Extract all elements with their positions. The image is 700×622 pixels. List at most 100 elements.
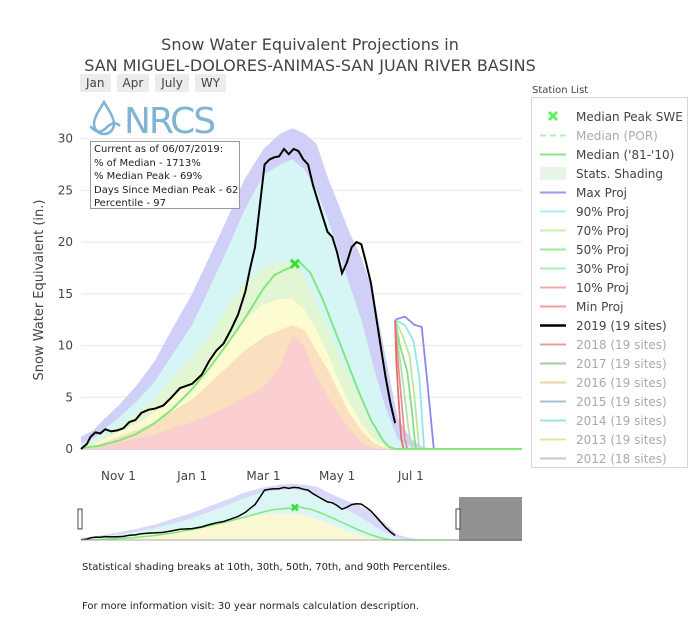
projection-p50-line [394,319,417,450]
nav-wy2019-line [80,486,396,541]
nav-mask [459,497,522,541]
median-peak-marker [289,258,300,269]
current-info-box: Current as of 06/07/2019: % of Median - … [90,141,240,209]
legend-symbol [540,305,566,308]
legend-item[interactable]: 30% Proj [538,259,629,278]
logo-text: NRCS [124,101,214,140]
y-tick-label: 30 [58,132,73,146]
legend-item-label: Max Proj [576,185,627,200]
legend-item[interactable]: Median ('81-'10) [538,145,674,164]
legend-symbol [540,286,566,289]
nav-handle-left[interactable] [77,508,83,530]
legend-item-label: 70% Proj [576,223,629,238]
legend-marker-x [547,110,559,122]
range-button-apr[interactable]: Apr [116,74,150,92]
projection-min-line [394,319,405,450]
y-tick-label: 15 [58,287,73,301]
nav-median-line [80,506,522,541]
nav-band-p50 [81,513,522,540]
legend-item[interactable]: 2018 (19 sites) [538,335,667,354]
legend-item-label: 2017 (19 sites) [576,356,667,371]
legend: Median Peak SWE Median (POR) Median ('81-'… [531,97,688,468]
x-tick-label: Jan 1 [176,469,207,483]
projection-p10-line [394,319,409,450]
legend-title: Station List [532,85,589,96]
range-button-jan[interactable]: Jan [80,74,111,92]
legend-item[interactable]: 10% Proj [538,278,629,297]
legend-item-label: 2015 (19 sites) [576,394,667,409]
legend-item-label: Median Peak SWE [576,109,683,124]
legend-item[interactable]: Min Proj [538,297,623,316]
legend-symbol [540,400,566,403]
legend-symbol [540,381,566,384]
legend-symbol [540,324,566,327]
legend-item-label: Stats. Shading [576,166,664,181]
nav-median-peak-x [290,503,299,512]
legend-symbol [540,343,566,346]
legend-item-label: 50% Proj [576,242,629,257]
y-axis: 0 5 10 15 20 25 30 [58,132,73,456]
legend-item[interactable]: 70% Proj [538,221,629,240]
median-81-10-line [80,259,522,450]
info-percent-median: % of Median - 1713% [94,157,201,169]
projection-max-line [394,315,435,450]
legend-item[interactable]: Median (POR) [538,126,658,145]
legend-symbol [540,153,566,156]
range-button-july[interactable]: July [155,74,189,92]
percentile-shading [81,128,522,450]
info-percent-median-peak: % Median Peak - 69% [94,171,203,182]
legend-symbol [540,267,566,270]
info-percentile: Percentile - 97 [94,198,167,209]
legend-symbol [540,134,566,137]
legend-item-label: 2014 (19 sites) [576,413,667,428]
projection-lines [394,315,435,450]
projection-p90-line [394,318,425,450]
legend-item[interactable]: 2019 (19 sites) [538,316,667,335]
legend-item-label: 2016 (19 sites) [576,375,667,390]
x-axis: Nov 1 Jan 1 Mar 1 May 1 Jul 1 [101,469,424,483]
chart-title-line2: SAN MIGUEL-DOLORES-ANIMAS-SAN JUAN RIVER… [84,56,536,75]
info-days-since-peak: Days Since Median Peak - 62 [94,184,239,196]
projection-p30-line [394,319,413,450]
legend-item-label: 2019 (19 sites) [576,318,667,333]
water-drop-icon [92,100,116,136]
wave-icon [90,122,121,133]
x-tick-label: May 1 [319,469,355,483]
legend-item-label: Median (POR) [576,128,658,143]
median-peak-x [289,258,300,269]
nrcs-logo: NRCS [90,100,216,140]
legend-item[interactable]: Median Peak SWE [538,107,683,126]
y-tick-label: 10 [58,339,73,353]
legend-item[interactable]: 90% Proj [538,202,629,221]
legend-item[interactable]: 2017 (19 sites) [538,354,667,373]
legend-item[interactable]: 2013 (19 sites) [538,430,667,449]
legend-item-label: Median ('81-'10) [576,147,675,162]
band-p10 [81,335,522,449]
legend-item[interactable]: 2016 (19 sites) [538,373,667,392]
legend-box [540,167,566,180]
legend-symbol [540,438,566,441]
legend-item[interactable]: 2015 (19 sites) [538,392,667,411]
range-button-wy[interactable]: WY [194,74,227,92]
legend-symbol [540,248,566,251]
legend-item-label: 90% Proj [576,204,629,219]
legend-item[interactable]: Stats. Shading [538,164,663,183]
legend-item[interactable]: 50% Proj [538,240,629,259]
legend-symbol [540,210,566,213]
range-navigator[interactable] [77,483,522,541]
nav-handle-right[interactable] [455,508,461,530]
legend-item[interactable]: 2014 (19 sites) [538,411,667,430]
footnote-info-link[interactable]: For more information visit: 30 year norm… [82,601,420,612]
y-tick-label: 20 [58,235,73,249]
legend-item[interactable]: 2012 (18 sites) [538,449,667,468]
wy2019-line [80,147,397,450]
legend-symbol [540,362,566,365]
legend-symbol [540,167,566,180]
legend-item[interactable]: Max Proj [538,183,627,202]
legend-item-label: 2013 (19 sites) [576,432,667,447]
nav-band-p90 [81,489,522,540]
y-tick-label: 0 [65,442,73,456]
y-axis-label: Snow Water Equivalent (in.) [32,200,47,381]
legend-symbol [540,191,566,194]
